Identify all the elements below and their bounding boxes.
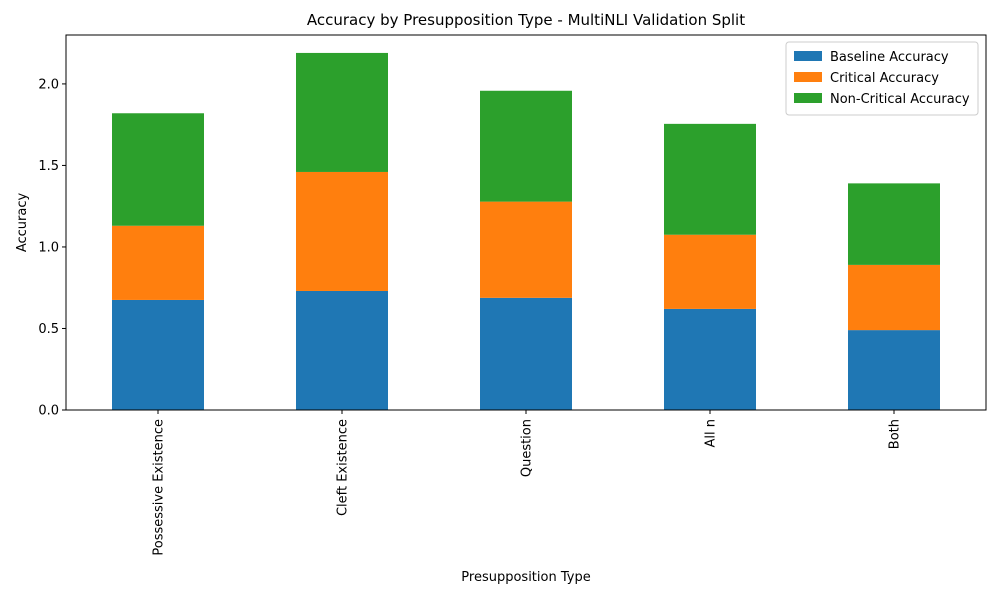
bar-segment	[480, 90, 572, 202]
legend-label: Non-Critical Accuracy	[830, 92, 970, 107]
y-tick-label: 0.0	[38, 404, 59, 419]
legend-label: Baseline Accuracy	[830, 50, 949, 65]
legend: Baseline Accuracy Critical Accuracy Non-Cr…	[785, 41, 979, 116]
bar-segment	[112, 113, 204, 226]
bar-segment	[664, 123, 756, 235]
bar-segment	[112, 225, 204, 300]
bar-segment	[664, 234, 756, 309]
y-tick-label: 1.0	[38, 240, 59, 255]
y-tick-label: 0.5	[38, 322, 59, 337]
bars-layer	[112, 52, 940, 410]
x-axis-label: Presupposition Type	[461, 570, 590, 585]
bar-segment	[480, 201, 572, 298]
bar-segment	[664, 308, 756, 410]
x-tick-label: All n	[704, 419, 719, 448]
bar-segment	[848, 183, 940, 265]
x-tick-label: Possessive Existence	[152, 419, 167, 556]
legend-label: Critical Accuracy	[830, 71, 939, 86]
x-tick-label: Both	[888, 419, 903, 449]
bar-segment	[480, 297, 572, 410]
legend-swatch	[794, 93, 822, 103]
x-axis-ticks: Possessive Existence Cleft Existence Quest…	[152, 410, 903, 556]
y-tick-label: 1.5	[38, 159, 59, 174]
x-tick-label: Cleft Existence	[336, 419, 351, 516]
bar-segment	[296, 171, 388, 291]
bar-segment	[848, 264, 940, 331]
legend-box	[785, 41, 979, 116]
bar-segment	[296, 290, 388, 410]
bar-segment	[848, 330, 940, 410]
legend-swatch	[794, 72, 822, 82]
y-axis-ticks: 0.0 0.5 1.0 1.5 2.0	[38, 77, 66, 419]
legend-swatch	[794, 51, 822, 61]
y-tick-label: 2.0	[38, 77, 59, 92]
bar-segment	[296, 52, 388, 172]
x-tick-label: Question	[520, 419, 535, 477]
chart-title: Accuracy by Presupposition Type - MultiN…	[307, 11, 745, 29]
y-axis-label: Accuracy	[15, 193, 30, 253]
bar-segment	[112, 299, 204, 410]
